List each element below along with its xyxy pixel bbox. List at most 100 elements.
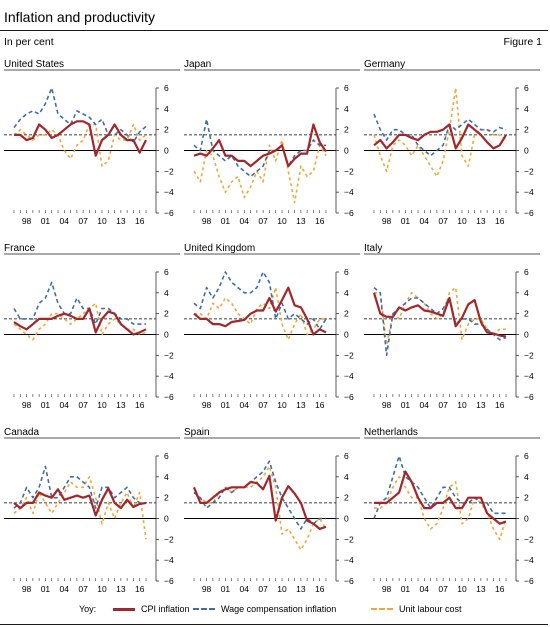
x-tick-label-france: 07 xyxy=(78,400,88,410)
y-tick-label-france: 6 xyxy=(164,267,169,277)
y-tick-label-germany: 6 xyxy=(524,83,529,93)
x-tick-label-spain: 16 xyxy=(315,584,325,594)
y-tick-label-united-states: 2 xyxy=(164,125,169,135)
x-tick-label-canada: 10 xyxy=(97,584,107,594)
y-tick-label-italy: −6 xyxy=(524,392,534,402)
legend-item-ulc: Unit labour cost xyxy=(371,604,462,614)
series-wage-france xyxy=(13,281,146,325)
y-tick-label-germany: 2 xyxy=(524,125,529,135)
y-tick-label-france: −6 xyxy=(164,392,174,402)
series-cpi-italy xyxy=(372,292,507,338)
y-tick-label-japan: −4 xyxy=(344,187,354,197)
x-tick-label-germany: 98 xyxy=(382,216,392,226)
y-tick-label-japan: −2 xyxy=(344,166,354,176)
series-cpi-netherlands xyxy=(374,470,507,525)
panel-title-united-states: United States xyxy=(4,59,64,70)
series-ulc-netherlands xyxy=(374,475,507,541)
y-tick-label-netherlands: −4 xyxy=(524,555,534,565)
x-tick-label-japan: 13 xyxy=(296,216,306,226)
unit-label: In per cent xyxy=(4,36,54,48)
x-tick-label-canada: 07 xyxy=(78,584,88,594)
legend-item-wage: Wage compensation inflation xyxy=(193,604,336,614)
series-wage-spain xyxy=(193,460,326,530)
y-tick-label-spain: 0 xyxy=(344,514,349,524)
y-tick-label-netherlands: 2 xyxy=(524,493,529,503)
series-ulc-italy xyxy=(374,286,506,346)
series-cpi-japan xyxy=(193,123,327,168)
panel-title-germany: Germany xyxy=(364,59,405,70)
y-tick-label-spain: 4 xyxy=(344,472,349,482)
y-tick-label-japan: −6 xyxy=(344,208,354,218)
x-tick-label-canada: 01 xyxy=(41,584,51,594)
x-tick-label-germany: 01 xyxy=(401,216,411,226)
series-wage-united-states xyxy=(13,87,147,143)
series-cpi-france xyxy=(13,307,147,336)
x-tick-label-united-kingdom: 07 xyxy=(258,400,268,410)
y-tick-label-japan: 4 xyxy=(344,104,349,114)
legend: Yoy: CPI inflation Wage compensation inf… xyxy=(0,603,550,619)
x-tick-label-netherlands: 13 xyxy=(476,584,486,594)
x-tick-label-netherlands: 10 xyxy=(457,584,467,594)
x-tick-label-united-states: 98 xyxy=(22,216,32,226)
series-ulc-germany xyxy=(373,87,507,178)
y-tick-label-france: 0 xyxy=(164,330,169,340)
series-wage-netherlands xyxy=(373,455,506,519)
panel-title-united-kingdom: United Kingdom xyxy=(184,243,255,254)
x-tick-label-netherlands: 04 xyxy=(420,584,430,594)
x-tick-label-france: 13 xyxy=(116,400,126,410)
page-title: Inflation and productivity xyxy=(4,9,155,25)
series-ulc-japan xyxy=(193,139,327,204)
x-tick-label-italy: 07 xyxy=(438,400,448,410)
x-tick-label-netherlands: 98 xyxy=(382,584,392,594)
legend-swatch-ulc xyxy=(371,608,393,610)
y-tick-label-netherlands: 6 xyxy=(524,451,529,461)
x-tick-label-japan: 01 xyxy=(221,216,231,226)
y-tick-label-france: −4 xyxy=(164,371,174,381)
y-tick-label-united-states: 0 xyxy=(164,146,169,156)
y-tick-label-united-kingdom: 2 xyxy=(344,309,349,319)
panel-title-canada: Canada xyxy=(4,427,39,438)
y-tick-label-united-states: 6 xyxy=(164,83,169,93)
panel-title-italy: Italy xyxy=(364,243,382,254)
x-tick-label-france: 98 xyxy=(22,400,32,410)
legend-item-cpi: CPI inflation xyxy=(113,604,190,614)
panel-title-netherlands: Netherlands xyxy=(364,427,418,438)
y-tick-label-united-states: −6 xyxy=(164,208,174,218)
y-tick-label-united-kingdom: 4 xyxy=(344,288,349,298)
y-tick-label-italy: 6 xyxy=(524,267,529,277)
panel-title-japan: Japan xyxy=(184,59,211,70)
legend-label-cpi: CPI inflation xyxy=(141,604,190,614)
x-tick-label-germany: 10 xyxy=(457,216,467,226)
x-tick-label-germany: 04 xyxy=(420,216,430,226)
y-tick-label-united-kingdom: 6 xyxy=(344,267,349,277)
y-tick-label-united-states: −2 xyxy=(164,166,174,176)
series-wage-canada xyxy=(13,465,146,509)
y-tick-label-germany: −6 xyxy=(524,208,534,218)
x-tick-label-united-states: 10 xyxy=(97,216,107,226)
y-tick-label-japan: 0 xyxy=(344,146,349,156)
x-tick-label-united-states: 07 xyxy=(78,216,88,226)
x-tick-label-spain: 98 xyxy=(202,584,212,594)
y-tick-label-netherlands: 0 xyxy=(524,514,529,524)
y-tick-label-canada: 4 xyxy=(164,472,169,482)
x-tick-label-germany: 16 xyxy=(495,216,505,226)
y-tick-label-spain: −6 xyxy=(344,576,354,586)
y-tick-label-germany: −4 xyxy=(524,187,534,197)
x-tick-label-japan: 16 xyxy=(315,216,325,226)
series-ulc-canada xyxy=(13,475,147,540)
x-tick-label-united-kingdom: 98 xyxy=(202,400,212,410)
y-tick-label-italy: −2 xyxy=(524,350,534,360)
x-tick-label-spain: 10 xyxy=(277,584,287,594)
series-wage-italy xyxy=(373,286,507,357)
legend-swatch-wage xyxy=(193,608,215,610)
x-tick-label-united-kingdom: 13 xyxy=(296,400,306,410)
x-tick-label-united-kingdom: 04 xyxy=(240,400,250,410)
y-tick-label-spain: 2 xyxy=(344,493,349,503)
panel-title-france: France xyxy=(4,243,36,254)
panel-title-spain: Spain xyxy=(184,427,210,438)
x-tick-label-france: 10 xyxy=(97,400,107,410)
x-tick-label-canada: 04 xyxy=(60,584,70,594)
x-tick-label-united-kingdom: 16 xyxy=(315,400,325,410)
y-tick-label-france: 4 xyxy=(164,288,169,298)
